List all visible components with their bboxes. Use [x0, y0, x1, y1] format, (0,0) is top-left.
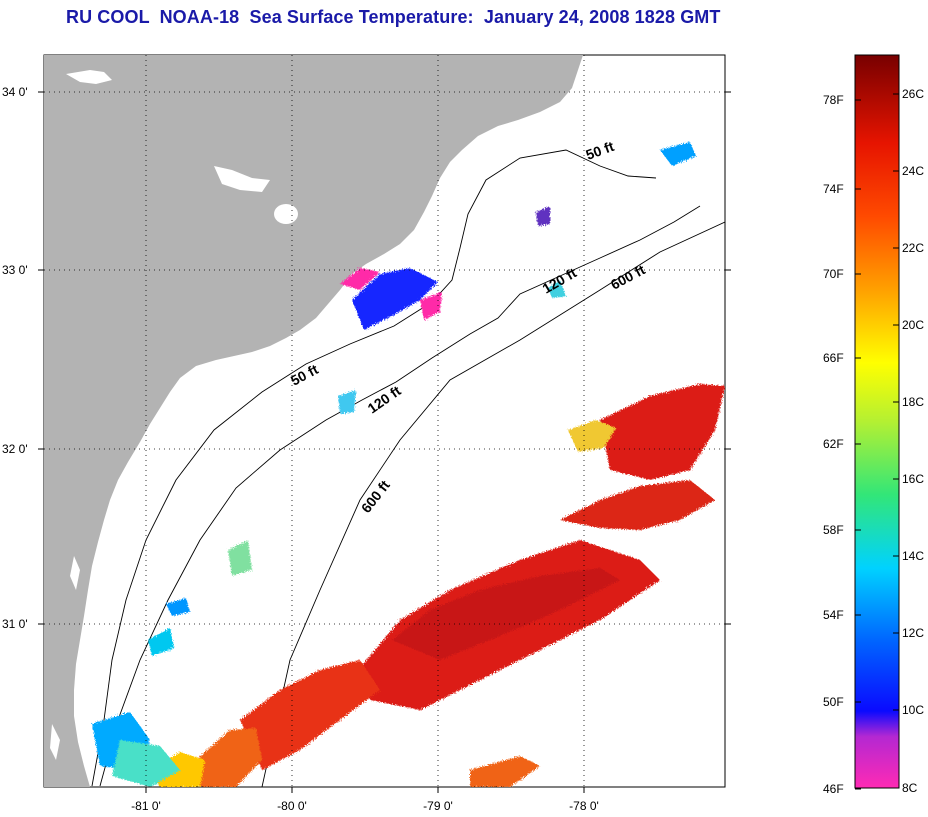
colorbar-f-label: 46F: [823, 782, 844, 796]
lon-label-79: -79 0': [423, 799, 453, 813]
colorbar-f-label: 70F: [823, 267, 844, 281]
lat-label-34: 34 0': [2, 85, 28, 99]
colorbar-c-label: 24C: [902, 164, 924, 178]
colorbar-c-label: 16C: [902, 472, 924, 486]
colorbar-f-label: 50F: [823, 695, 844, 709]
colorbar-c-label: 26C: [902, 87, 924, 101]
colorbar-c-label: 20C: [902, 318, 924, 332]
colorbar-c-label: 10C: [902, 703, 924, 717]
frame-ticks: [38, 91, 731, 793]
colorbar-f-label: 62F: [823, 437, 844, 451]
colorbar-f-label: 66F: [823, 351, 844, 365]
colorbar-c-label: 12C: [902, 626, 924, 640]
lat-label-32: 32 0': [2, 442, 28, 456]
colorbar-f-label: 74F: [823, 182, 844, 196]
colorbar-c-label: 22C: [902, 241, 924, 255]
colorbar-f-label: 78F: [823, 93, 844, 107]
colorbar-f-label: 54F: [823, 608, 844, 622]
lon-label-80: -80 0': [277, 799, 307, 813]
lat-label-33: 33 0': [2, 263, 28, 277]
graticule: [44, 55, 725, 787]
lat-label-31: 31 0': [2, 617, 28, 631]
colorbar-ticks: [855, 93, 899, 790]
colorbar-labels: 78F 74F 70F 66F 62F 58F 54F 50F 46F 26C …: [823, 87, 924, 796]
lon-label-78: -78 0': [569, 799, 599, 813]
colorbar-c-label: 8C: [902, 781, 918, 795]
map-title: RU COOL NOAA-18 Sea Surface Temperature:…: [66, 7, 721, 27]
colorbar-c-label: 14C: [902, 549, 924, 563]
isobath-lines: [91, 149, 725, 787]
land-mass: [44, 55, 583, 787]
sst-cool-patches: [92, 142, 696, 787]
colorbar-f-label: 58F: [823, 523, 844, 537]
colorbar: [854, 54, 900, 789]
lon-label-81: -81 0': [131, 799, 161, 813]
colorbar-c-label: 18C: [902, 395, 924, 409]
land-cloud-patches: [50, 70, 298, 760]
